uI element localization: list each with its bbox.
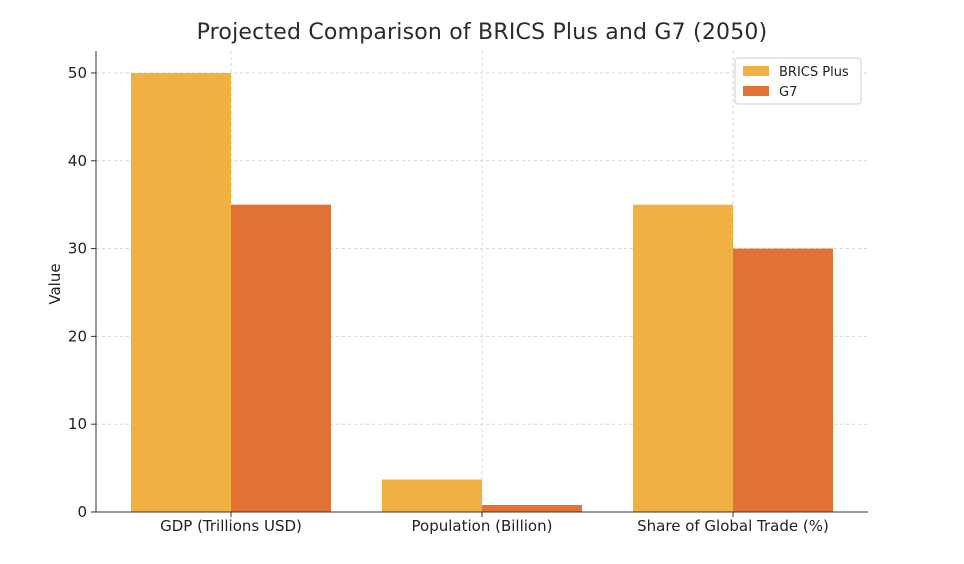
y-tick-label: 10 [68,415,87,433]
bar-g7 [482,504,582,512]
tick-labels: 0 10 20 30 40 50 GDP (Trillions USD) Population… [68,64,829,535]
bars [131,72,833,513]
y-tick-label: 40 [68,152,87,170]
bar-g7 [231,204,331,512]
y-tick-label: 0 [77,503,87,521]
bar-brics-plus [131,72,231,512]
x-tick-label: Population (Billion) [412,517,553,535]
legend-swatch [743,66,769,76]
y-axis-label: Value [46,263,64,304]
chart-title: Projected Comparison of BRICS Plus and G… [196,20,768,45]
bar-g7 [733,248,833,513]
legend: BRICS Plus G7 [734,57,862,105]
y-tick-label: 20 [68,327,87,345]
legend-label: BRICS Plus [779,65,849,80]
bar-brics-plus [633,204,733,512]
x-tick-label: GDP (Trillions USD) [160,517,302,535]
legend-swatch [743,86,769,96]
bar-brics-plus [382,479,482,512]
x-tick-label: Share of Global Trade (%) [637,517,829,535]
y-tick-label: 50 [68,64,87,82]
legend-label: G7 [779,85,797,100]
y-tick-label: 30 [68,240,87,258]
